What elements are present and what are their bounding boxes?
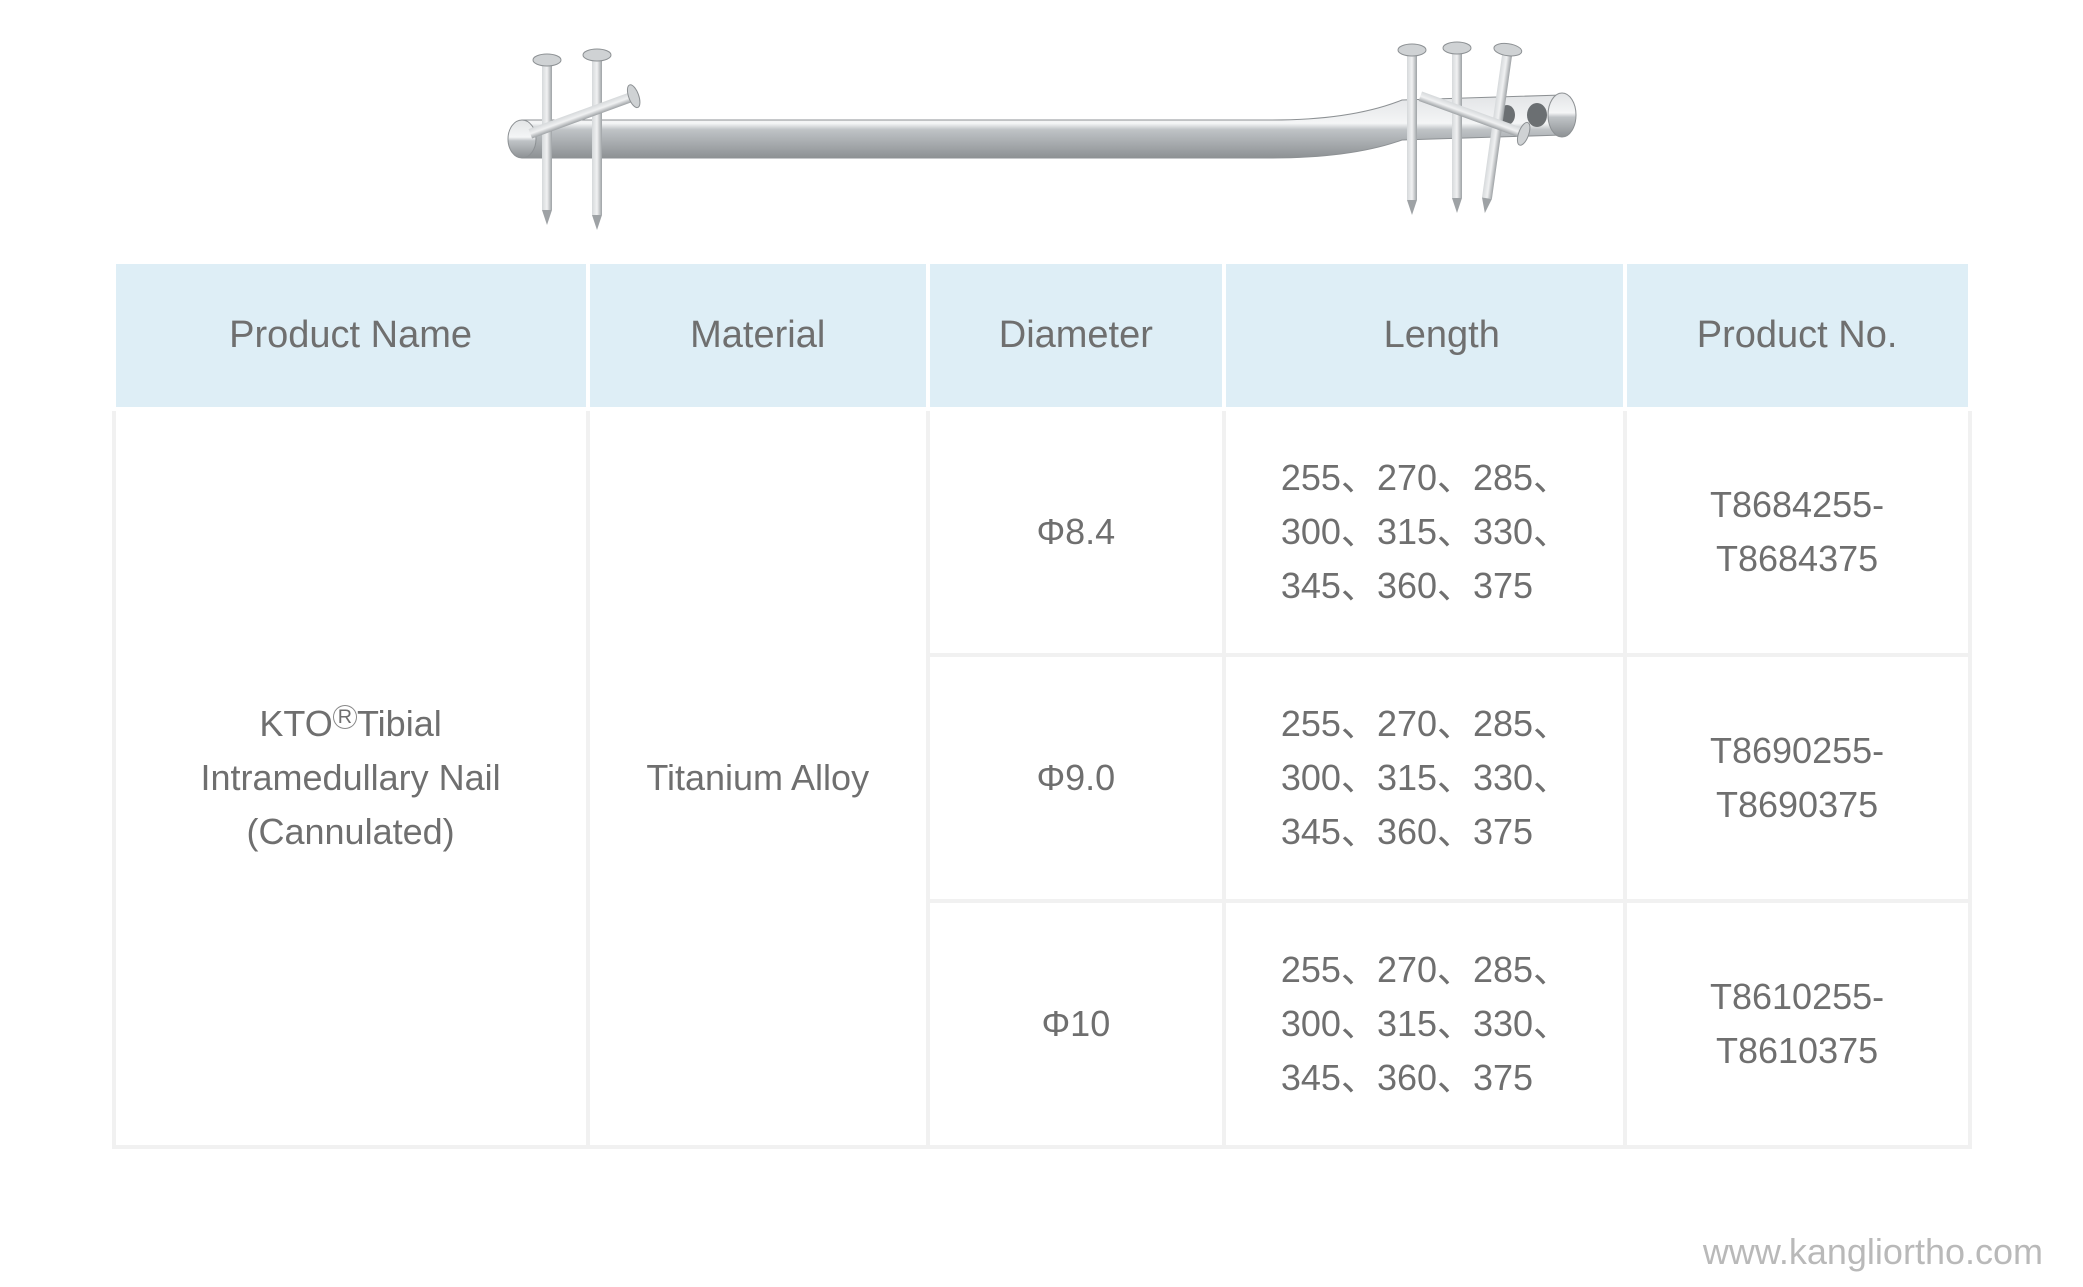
col-header-material: Material	[588, 262, 928, 409]
cell-product-name: KTORTibial Intramedullary Nail (Cannulat…	[114, 409, 588, 1147]
table-header-row: Product Name Material Diameter Length Pr…	[114, 262, 1970, 409]
cell-material: Titanium Alloy	[588, 409, 928, 1147]
product-image	[452, 20, 1632, 240]
nail-illustration	[452, 20, 1632, 240]
col-header-length: Length	[1224, 262, 1625, 409]
cell-productno: T8684255-T8684375	[1625, 409, 1970, 655]
cell-productno: T8610255-T8610375	[1625, 901, 1970, 1147]
cell-diameter: Φ10	[928, 901, 1224, 1147]
col-header-name: Product Name	[114, 262, 588, 409]
spec-table: Product Name Material Diameter Length Pr…	[112, 260, 1972, 1149]
col-header-productno: Product No.	[1625, 262, 1970, 409]
cell-length: 255、270、285、300、315、330、345、360、375	[1224, 655, 1625, 901]
cell-diameter: Φ8.4	[928, 409, 1224, 655]
table-row: KTORTibial Intramedullary Nail (Cannulat…	[114, 409, 1970, 655]
col-header-diameter: Diameter	[928, 262, 1224, 409]
cell-diameter: Φ9.0	[928, 655, 1224, 901]
cell-length: 255、270、285、300、315、330、345、360、375	[1224, 409, 1625, 655]
cell-length: 255、270、285、300、315、330、345、360、375	[1224, 901, 1625, 1147]
cell-productno: T8690255-T8690375	[1625, 655, 1970, 901]
